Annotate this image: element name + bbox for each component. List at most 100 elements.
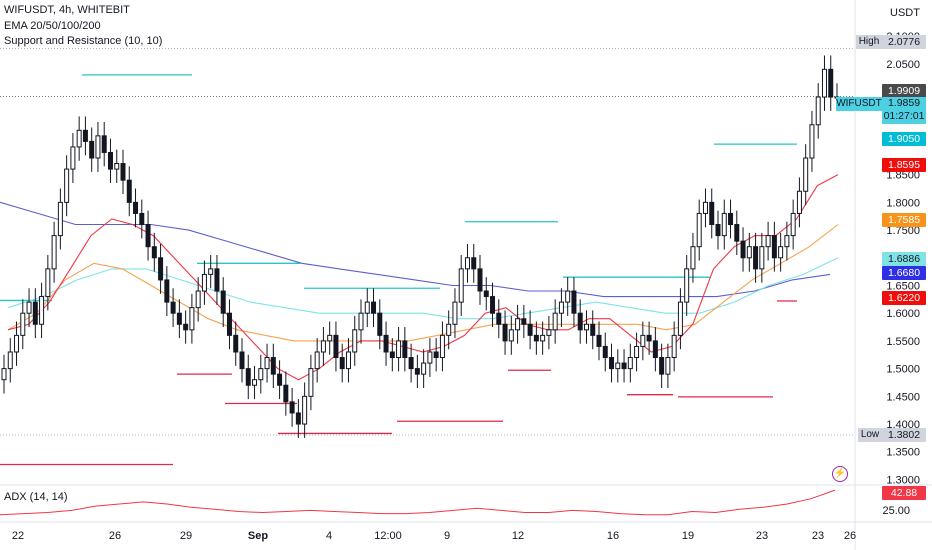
candle-body (809, 124, 815, 159)
candle-body (57, 201, 63, 237)
candle-body (728, 212, 734, 226)
candle-body (746, 246, 752, 259)
candle-body (627, 357, 633, 370)
candle-body (690, 246, 696, 270)
candle-body (289, 401, 295, 414)
high-label: High (856, 35, 882, 49)
candle-body (396, 340, 402, 359)
candle-body (220, 290, 226, 314)
candle-body (759, 246, 765, 270)
candle-body (89, 140, 95, 159)
candle-body (452, 301, 458, 325)
time-label: Sep (247, 530, 269, 542)
candle-body (126, 179, 132, 203)
candle-body (815, 96, 821, 126)
candles (1, 55, 840, 438)
adx-value-tag: 42.88 (882, 486, 926, 500)
ema50-line (7, 224, 839, 342)
price-tick: 1.6000 (886, 308, 920, 320)
price-tick: 1.7500 (886, 225, 920, 237)
candle-body (696, 212, 702, 248)
candle-body (201, 273, 207, 292)
last-close-tag: 1.9909 (882, 84, 926, 98)
candle-body (565, 290, 571, 303)
time-label: 19 (681, 530, 695, 542)
price-tick: 1.8500 (886, 170, 920, 182)
candle-body (82, 129, 88, 142)
time-label: 26 (843, 530, 857, 542)
candle-body (753, 246, 759, 270)
candle-body (515, 318, 521, 331)
candle-body (740, 240, 746, 259)
ema50-tag: 1.7585 (882, 213, 926, 227)
candle-body (183, 323, 189, 331)
time-label: 23 (755, 530, 769, 542)
candle-body (70, 146, 76, 170)
candle-body (226, 312, 232, 336)
ema-indicator-label[interactable]: EMA 20/50/100/200 (4, 20, 101, 32)
candle-body (151, 246, 157, 259)
candle-body (533, 334, 539, 342)
candle-body (364, 301, 370, 314)
candle-body (684, 268, 690, 303)
time-label: 29 (179, 530, 193, 542)
candle-body (709, 201, 715, 226)
price-tick: 1.6500 (886, 280, 920, 292)
candle-body (302, 395, 308, 425)
sr-indicator-label[interactable]: Support and Resistance (10, 10) (4, 35, 163, 47)
candle-body (577, 312, 583, 331)
candle-body (784, 235, 790, 248)
candle-body (371, 301, 377, 314)
time-label: 9 (443, 530, 451, 542)
price-tick: 2.0500 (886, 59, 920, 71)
candle-body (464, 257, 470, 270)
candle-body (540, 334, 546, 342)
candle-body (508, 329, 514, 342)
candle-body (32, 301, 38, 325)
candle-body (308, 368, 314, 397)
adx-pane (0, 489, 836, 516)
candle-body (14, 334, 20, 353)
candle-body (389, 351, 395, 359)
candle-body (176, 312, 182, 325)
candle-body (659, 357, 665, 375)
ema100-line (7, 257, 839, 320)
candle-body (702, 201, 708, 214)
candle-body (1, 368, 7, 381)
time-label: 26 (108, 530, 122, 542)
candle-body (778, 246, 784, 259)
candle-body (20, 312, 26, 336)
candle-body (120, 163, 126, 181)
ema200-tag: 1.6680 (882, 266, 926, 280)
candle-body (383, 334, 389, 353)
candle-body (358, 312, 364, 331)
candle-body (26, 301, 32, 314)
candle-body (558, 301, 564, 314)
time-label: 16 (606, 530, 620, 542)
lightning-icon[interactable]: ⚡ (832, 466, 848, 482)
candle-body (414, 368, 420, 375)
countdown: 01:27:01 (883, 110, 925, 122)
price-tick: 1.3500 (886, 447, 920, 459)
candle-body (333, 334, 339, 359)
candle-body (208, 268, 214, 275)
candle-body (139, 212, 145, 226)
adx-indicator-label[interactable]: ADX (14, 14) (4, 491, 68, 503)
symbol-title: WIFUSDT, 4h, WHITEBIT (4, 4, 130, 16)
candle-body (295, 412, 301, 425)
currency-label[interactable]: USDT (890, 7, 920, 19)
candle-body (377, 312, 383, 336)
low-label: Low (858, 428, 882, 442)
time-label: 23 (811, 530, 825, 542)
candle-body (634, 345, 640, 359)
candle-body (258, 368, 264, 381)
sr-high-tag: 1.9050 (882, 132, 926, 146)
candle-body (170, 301, 176, 314)
time-label: 4 (325, 530, 333, 542)
candle-body (421, 362, 427, 375)
candle-body (277, 373, 283, 386)
candle-body (107, 151, 113, 170)
price-tag: 1.9859 01:27:01 (882, 97, 926, 124)
